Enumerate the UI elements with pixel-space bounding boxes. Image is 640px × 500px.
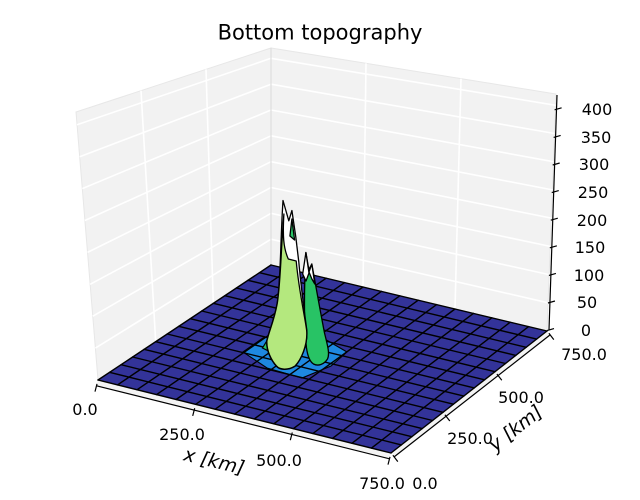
- y-tick-label-1: 250.0: [447, 429, 493, 448]
- floor-pane-margin: [96, 331, 551, 459]
- z-tick-label-3: 150: [574, 238, 606, 257]
- z-tick-label-7: 350: [580, 128, 612, 147]
- x-axis-ticks: [94, 383, 391, 465]
- peak-tall-second-spikelet: [289, 218, 296, 241]
- x-tick-label-0: 0.0: [72, 400, 98, 419]
- peak-tall-green-face: [266, 213, 308, 370]
- y-tick-label-0: 0.0: [412, 474, 438, 493]
- z-tick-label-6: 300: [578, 155, 610, 174]
- z-tick-label-5: 250: [577, 183, 609, 202]
- peak-tall: [266, 199, 308, 370]
- x-tick-label-3: 750.0: [359, 474, 405, 493]
- z-tick-label-1: 50: [576, 293, 598, 312]
- z-tick-label-4: 200: [576, 211, 608, 230]
- right-wall-gridlines: [270, 57, 556, 310]
- z-tick-label-2: 100: [573, 266, 605, 285]
- z-tick-label-8: 400: [581, 100, 613, 119]
- y-axis-line: [393, 334, 551, 458]
- axes-panes: [75, 47, 557, 381]
- y-tick-label-3: 750.0: [561, 345, 607, 364]
- z-axis-ticks: [546, 107, 562, 332]
- y-tick-label-2: 500.0: [498, 388, 544, 407]
- axes-spines: [94, 94, 562, 465]
- z-axis-line: [548, 94, 558, 331]
- peak-short: [302, 251, 330, 366]
- plot-title: Bottom topography: [217, 20, 423, 45]
- z-tick-label-0: 0: [580, 321, 592, 340]
- left-wall-gridlines: [76, 57, 272, 349]
- x-tick-label-1: 250.0: [159, 425, 205, 444]
- x-tick-label-2: 500.0: [256, 451, 302, 470]
- y-axis-ticks: [392, 332, 555, 462]
- x-axis-line: [96, 385, 390, 460]
- peak-short-white-cap2: [308, 263, 316, 285]
